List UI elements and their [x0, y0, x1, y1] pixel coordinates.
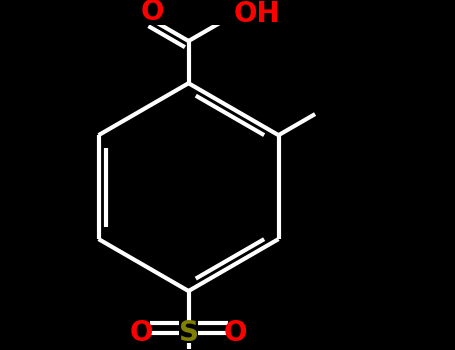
- Text: O: O: [224, 319, 248, 347]
- Text: O: O: [130, 319, 153, 347]
- Text: O: O: [140, 0, 164, 26]
- Text: OH: OH: [233, 0, 280, 28]
- Text: S: S: [178, 319, 198, 347]
